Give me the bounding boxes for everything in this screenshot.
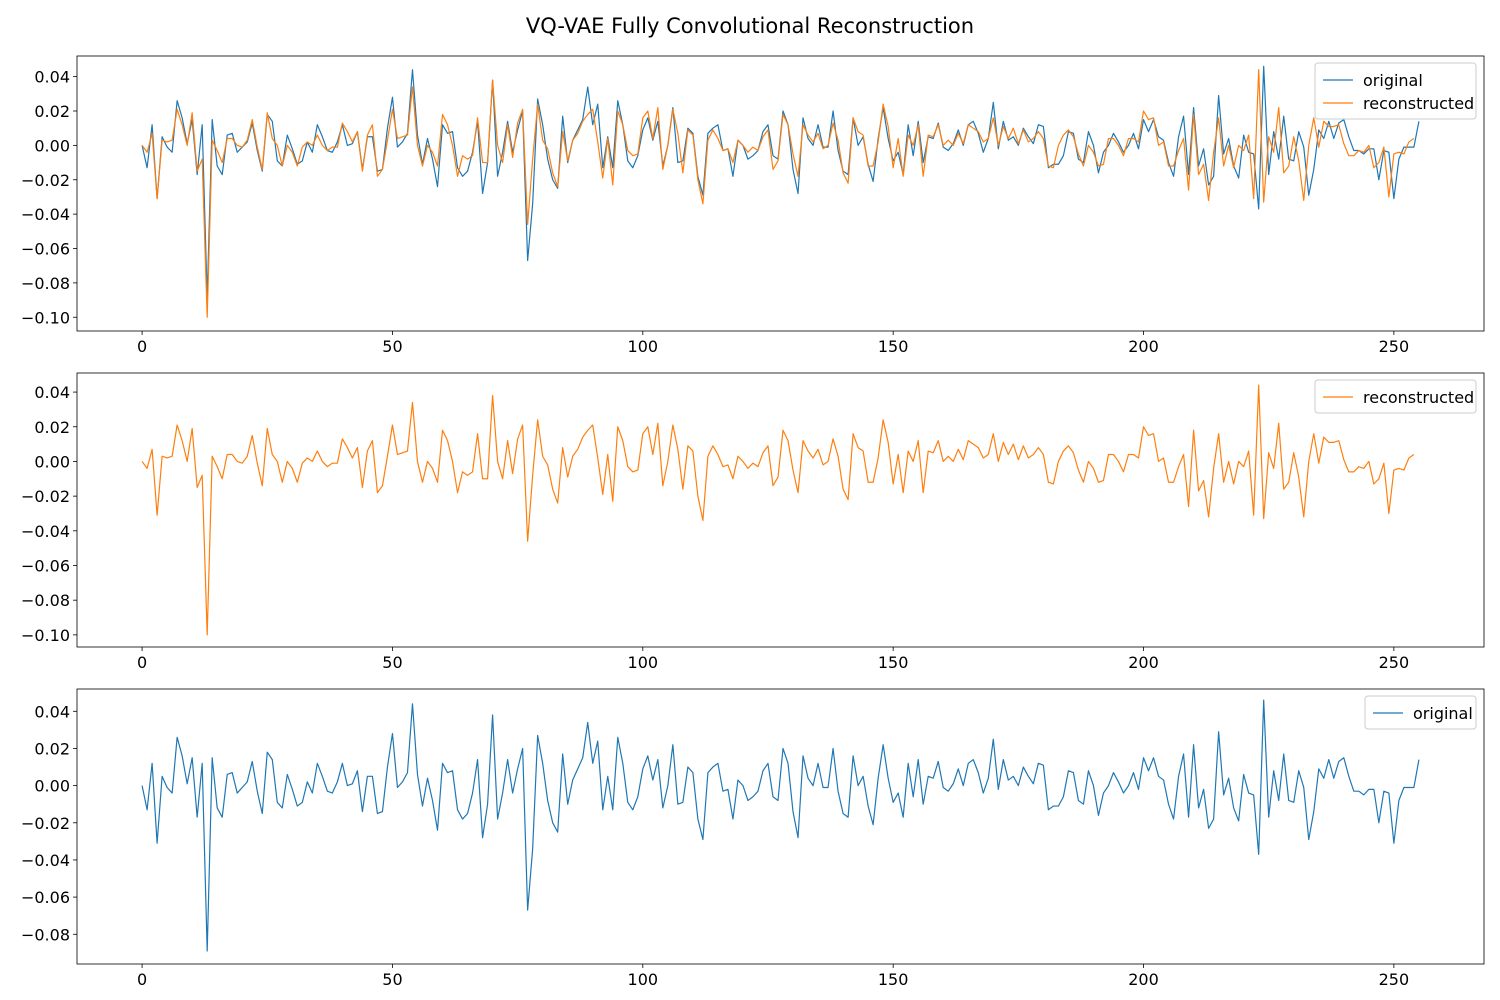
legend-box — [1314, 62, 1477, 120]
x-tick-label: 100 — [628, 653, 659, 672]
y-tick-label: 0.04 — [34, 702, 70, 721]
y-tick-label: 0.02 — [34, 102, 70, 121]
legend: reconstructed — [1314, 379, 1477, 414]
axes-frame — [76, 55, 1485, 332]
x-tick-label: 0 — [137, 653, 147, 672]
x-tick-label: 0 — [137, 970, 147, 989]
series-line-original — [141, 699, 1420, 952]
x-tick-label: 100 — [628, 970, 659, 989]
legend-label-original: original — [1413, 704, 1473, 723]
series-line-original — [141, 65, 1420, 299]
legend-label-original: original — [1363, 71, 1423, 90]
series-line-reconstructed — [141, 69, 1415, 318]
figure-title: VQ-VAE Fully Convolutional Reconstructio… — [525, 14, 975, 38]
y-tick-label: −0.10 — [21, 308, 70, 327]
y-tick-label: 0.00 — [34, 452, 70, 471]
y-tick-label: 0.00 — [34, 136, 70, 155]
y-tick-label: −0.10 — [21, 626, 70, 645]
y-tick-label: 0.02 — [34, 418, 70, 437]
x-tick-label: 100 — [628, 337, 659, 356]
x-tick-label: 50 — [382, 970, 402, 989]
series-line-reconstructed — [141, 384, 1415, 636]
axes-frame — [76, 688, 1485, 965]
legend-box — [1314, 379, 1477, 414]
x-tick-label: 150 — [878, 337, 909, 356]
x-tick-label: 250 — [1379, 653, 1410, 672]
y-tick-label: 0.04 — [34, 383, 70, 402]
axes-frame — [76, 372, 1485, 648]
x-tick-label: 200 — [1128, 970, 1159, 989]
y-tick-label: −0.02 — [21, 814, 70, 833]
y-tick-label: −0.06 — [21, 888, 70, 907]
y-tick-label: −0.02 — [21, 487, 70, 506]
subplot-1: 0 50 100 150 200 250 0.04 0.02 0.00 −0.02 −0.04 −0.… — [21, 55, 1485, 356]
x-tick-label: 250 — [1379, 337, 1410, 356]
y-tick-label: −0.02 — [21, 171, 70, 190]
y-tick-label: −0.08 — [21, 925, 70, 944]
y-tick-label: −0.08 — [21, 274, 70, 293]
x-tick-label: 250 — [1379, 970, 1410, 989]
subplot-3: 0 50 100 150 200 250 0.04 0.02 0.00 −0.02 −0.04 −0.… — [21, 688, 1485, 989]
y-tick-label: −0.04 — [21, 205, 70, 224]
y-tick-label: 0.04 — [34, 68, 70, 87]
x-tick-label: 150 — [878, 970, 909, 989]
x-tick-label: 200 — [1128, 653, 1159, 672]
y-tick-label: −0.08 — [21, 591, 70, 610]
y-tick-label: −0.04 — [21, 851, 70, 870]
y-tick-label: 0.02 — [34, 739, 70, 758]
x-tick-label: 200 — [1128, 337, 1159, 356]
legend-label-reconstructed: reconstructed — [1363, 94, 1474, 113]
x-tick-label: 50 — [382, 653, 402, 672]
legend-label-reconstructed: reconstructed — [1363, 388, 1474, 407]
legend-box — [1364, 695, 1477, 730]
legend: original — [1364, 695, 1477, 730]
y-tick-label: −0.04 — [21, 522, 70, 541]
y-tick-label: 0.00 — [34, 777, 70, 796]
legend: original reconstructed — [1314, 62, 1477, 120]
y-tick-label: −0.06 — [21, 240, 70, 259]
x-tick-label: 50 — [382, 337, 402, 356]
x-tick-label: 150 — [878, 653, 909, 672]
x-tick-label: 0 — [137, 337, 147, 356]
subplot-2: 0 50 100 150 200 250 0.04 0.02 0.00 −0.02 −0.04 −0.… — [21, 372, 1485, 672]
y-tick-label: −0.06 — [21, 556, 70, 575]
